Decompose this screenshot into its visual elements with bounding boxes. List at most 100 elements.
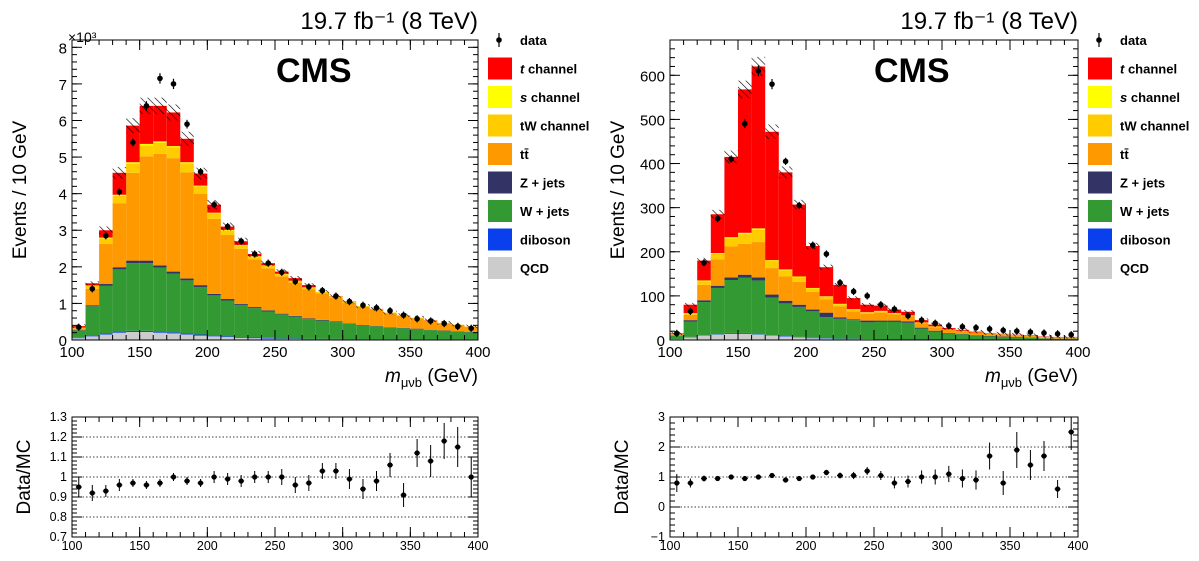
stack-bar <box>423 330 438 340</box>
stack-bar <box>724 333 738 340</box>
ratio-point <box>755 474 762 480</box>
stack-bar <box>765 297 779 336</box>
legend-swatch <box>1088 57 1112 80</box>
stack-bar <box>874 312 888 321</box>
x-tick-label: 200 <box>796 539 817 553</box>
legend-swatch <box>488 57 512 80</box>
y-tick-label: 5 <box>59 150 67 167</box>
data-point <box>89 285 96 292</box>
x-tick-label: 250 <box>265 539 286 553</box>
stack-bar <box>220 299 235 301</box>
data-point <box>265 260 272 266</box>
legend-label: t channel <box>1120 62 1177 77</box>
stack-bar <box>982 336 997 340</box>
stack-bar <box>247 337 262 339</box>
ratio-point <box>265 474 271 480</box>
stack-bar <box>369 326 384 340</box>
stack-bar <box>423 320 438 330</box>
mc-uncertainty-band <box>85 281 100 286</box>
stack-bar <box>765 294 779 298</box>
stack-bar <box>683 314 698 321</box>
ratio-point <box>959 475 966 482</box>
y-tick-label: 1 <box>60 470 67 484</box>
stack-bar <box>765 268 779 295</box>
legend-label: diboson <box>1120 233 1171 248</box>
data-point <box>959 323 966 330</box>
legend-label: diboson <box>520 233 571 248</box>
ratio-point <box>292 482 298 488</box>
legend-swatch <box>1088 143 1112 165</box>
stack-bar <box>765 261 779 269</box>
ratio-point <box>279 474 285 480</box>
y-tick-label: 1.1 <box>50 450 67 464</box>
stack-bar <box>792 306 806 337</box>
stack-bar <box>982 333 997 337</box>
luminosity-label: 19.7 fb⁻¹ (8 TeV) <box>300 8 478 35</box>
stack-bar <box>99 285 113 334</box>
data-point <box>373 305 380 311</box>
ratio-point <box>878 472 884 479</box>
ratio-point <box>1055 486 1061 492</box>
ratio-point <box>225 476 231 482</box>
ratio-point <box>428 458 434 464</box>
stack-bar <box>778 336 793 340</box>
ratio-point <box>864 468 870 474</box>
stack-bar <box>901 321 915 323</box>
stack-bar <box>955 334 970 340</box>
stack-bar <box>410 329 424 340</box>
stack-bar <box>207 212 221 214</box>
y-tick-label: 0.7 <box>50 530 67 544</box>
mc-uncertainty-band <box>710 209 725 219</box>
data-point <box>755 68 762 74</box>
stack-bar <box>207 295 221 336</box>
legend-label: W + jets <box>520 204 570 219</box>
x-tick-label: 100 <box>660 539 681 553</box>
stack-bar <box>833 306 847 318</box>
stack-bar <box>153 267 167 332</box>
ratio-point <box>932 474 938 480</box>
data-point <box>278 269 285 276</box>
stack-bar <box>166 271 181 274</box>
stack-bar <box>139 145 154 157</box>
legend-label: Z + jets <box>1120 176 1165 191</box>
y-tick-label: 0.8 <box>50 510 67 524</box>
stack-bar <box>765 131 779 261</box>
data-point <box>810 242 816 248</box>
data-point <box>714 215 721 222</box>
data-point <box>251 251 258 257</box>
ratio-point <box>211 474 217 480</box>
stack-bar <box>166 333 181 340</box>
stack-bar <box>342 303 357 324</box>
ratio-point <box>89 490 95 496</box>
stack-bar <box>751 280 766 335</box>
x-tick-label: 150 <box>728 539 749 553</box>
stack-bar <box>315 319 330 321</box>
stack-bar <box>220 230 235 235</box>
stack-bar <box>819 267 834 297</box>
mc-uncertainty-band <box>683 302 698 307</box>
data-point <box>197 168 204 175</box>
ratio-point <box>973 477 979 483</box>
data-point <box>1000 327 1006 334</box>
stack-bar <box>1023 337 1038 340</box>
cms-label: CMS <box>874 52 950 90</box>
x-axis-title: mμνb (GeV) <box>385 366 478 390</box>
stack-bar <box>846 298 861 310</box>
data-point <box>687 308 694 315</box>
stack-bar <box>914 328 929 340</box>
stack-bar <box>846 319 861 321</box>
y-tick-label: 1 <box>59 296 67 313</box>
stack-bar <box>72 338 86 340</box>
ratio-point <box>319 468 325 474</box>
ratio-point <box>687 480 694 486</box>
data-point <box>742 121 748 127</box>
stack-bar <box>874 320 888 322</box>
data-point <box>441 320 447 327</box>
stack-bar <box>207 336 221 340</box>
x-tick-label: 150 <box>127 344 152 361</box>
data-point <box>986 326 993 332</box>
ratio-point <box>333 468 339 474</box>
ratio-point <box>1068 429 1074 435</box>
stack-bar <box>247 308 262 338</box>
ratio-point <box>157 480 163 486</box>
